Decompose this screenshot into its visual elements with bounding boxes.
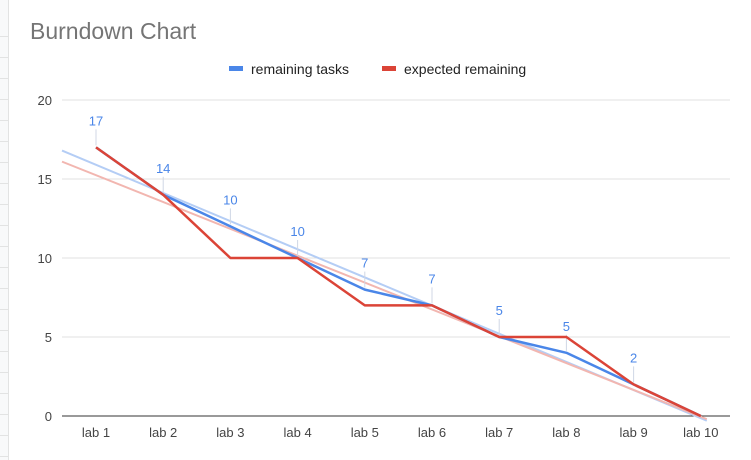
x-tick-label: lab 7 [485, 425, 513, 440]
x-tick-label: lab 8 [552, 425, 580, 440]
series-line [95, 146, 702, 418]
x-tick-label: lab 3 [216, 425, 244, 440]
y-tick-label: 0 [45, 409, 52, 424]
y-tick-label: 15 [38, 172, 52, 187]
data-label: 5 [496, 303, 503, 318]
x-tick-label: lab 2 [149, 425, 177, 440]
data-label: 2 [630, 350, 637, 365]
legend-swatch [229, 66, 243, 71]
data-label: 14 [156, 161, 170, 176]
legend-label: expected remaining [404, 61, 526, 77]
chart-title: Burndown Chart [30, 18, 197, 44]
data-label: 7 [361, 256, 368, 271]
x-tick-label: lab 6 [418, 425, 446, 440]
data-label: 17 [89, 113, 103, 128]
data-label: 7 [428, 271, 435, 286]
trendline [61, 160, 708, 421]
legend-swatch [382, 66, 396, 71]
legend-label: remaining tasks [251, 61, 349, 77]
data-label: 10 [223, 192, 237, 207]
y-tick-label: 5 [45, 330, 52, 345]
y-tick-label: 10 [38, 251, 52, 266]
series-line [95, 146, 702, 418]
x-tick-label: lab 9 [619, 425, 647, 440]
spreadsheet-edge-strip [0, 0, 9, 460]
x-tick-label: lab 5 [351, 425, 379, 440]
y-tick-label: 20 [38, 93, 52, 108]
x-tick-label: lab 10 [683, 425, 718, 440]
data-label: 5 [563, 319, 570, 334]
x-tick-label: lab 1 [82, 425, 110, 440]
x-tick-label: lab 4 [283, 425, 311, 440]
data-label: 10 [290, 224, 304, 239]
